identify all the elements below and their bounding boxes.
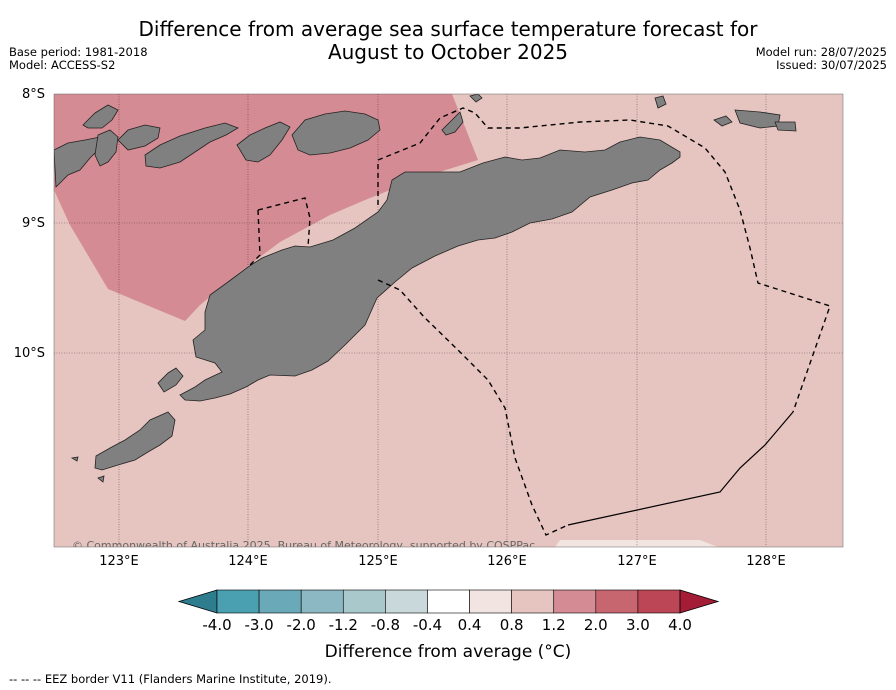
colorbar-segment [427,589,470,614]
lon-label-123e: 123°E [99,554,139,569]
map-title: Difference from average sea surface temp… [0,18,896,64]
small-island-savu-2 [70,456,79,462]
colorbar-segment [300,589,344,614]
pantar-island [94,129,119,167]
small-island-savu [97,475,105,483]
colorbar: -4.0 -3.0 -2.0 -1.2 -0.8 -0.4 0.4 0.8 1.2 2.0 3.0 4… [177,589,720,634]
model-name: Model: ACCESS-S2 [9,58,116,72]
base-period: Base period: 1981-2018 [9,45,148,59]
atauro-speck [469,94,483,103]
colorbar-tick-label: 1.2 [542,616,566,634]
colorbar-segment [342,589,386,614]
colorbar-tick-label: -2.0 [287,616,316,634]
colorbar-segment [595,589,639,614]
wetar-island [291,110,381,156]
colorbar-segment [258,589,302,614]
colorbar-tick-label: -3.0 [244,616,273,634]
issued-date: Issued: 30/07/2025 [776,58,887,72]
latitude-labels: 8°S 9°S 10°S [14,87,45,361]
lon-label-126e: 126°E [487,554,527,569]
eez-legend-note: -- -- -- EEZ border V11 (Flanders Marine… [9,672,332,686]
romang-island [654,95,667,109]
land-masses [54,94,797,483]
neutral-anomaly-zone [555,540,718,547]
savu-island [94,411,176,471]
lon-label-125e: 125°E [358,554,398,569]
copyright-text: © Commonwealth of Australia 2025, Bureau… [72,539,535,552]
eez-borders [249,107,831,536]
colorbar-tick-label: -4.0 [202,616,231,634]
lon-label-124e: 124°E [228,554,268,569]
colorbar-segment [511,589,555,614]
eez-border-solid-south [567,411,794,526]
map-frame [53,93,844,548]
wetar-strip [236,121,291,163]
lon-label-127e: 127°E [617,554,657,569]
lembata-island [117,124,161,151]
adonara-island [144,122,239,169]
colorbar-segment [553,589,597,614]
babar-island [774,121,797,132]
colorbar-segment [637,589,681,614]
colorbar-tick-label: -0.8 [371,616,400,634]
colorbar-extend-high [679,589,720,614]
kisar-island [441,111,464,136]
alor-island-west [54,136,101,188]
eez-border-enclave-2 [249,209,261,266]
eez-border-enclave [257,197,311,248]
colorbar-tick-label: 4.0 [668,616,692,634]
lat-label-9s: 9°S [22,216,45,231]
colorbar-segment [216,589,260,614]
title-line-1: Difference from average sea surface temp… [138,17,758,41]
gridlines [54,94,843,547]
eez-border-south [377,279,569,536]
colorbar-label: Difference from average (°C) [324,642,572,662]
colorbar-tick-label: -0.4 [413,616,442,634]
map-panel: © Commonwealth of Australia 2025, Bureau… [54,94,843,552]
colorbar-segment [469,589,512,614]
colorbar-tick-label: 0.8 [500,616,524,634]
lat-label-8s: 8°S [22,87,45,102]
alor-island-small [82,104,119,129]
colorbar-tick-label: -1.2 [329,616,358,634]
timor-island [179,136,681,402]
meta-left: Base period: 1981-2018 Model: ACCESS-S2 [9,46,148,72]
colorbar-tick-label: 3.0 [626,616,650,634]
lat-label-10s: 10°S [14,346,45,361]
colorbar-extend-low [177,589,218,614]
title-line-2: August to October 2025 [327,40,569,64]
colorbar-tick-label: 2.0 [584,616,608,634]
eez-border-north [377,107,831,413]
rote-island [157,367,184,393]
small-island-east [713,115,733,127]
colorbar-segment [385,589,428,614]
colorbar-tick-label: 0.4 [458,616,482,634]
lon-label-128e: 128°E [746,554,786,569]
longitude-labels: 123°E 124°E 125°E 126°E 127°E 128°E [99,554,786,569]
meta-right: Model run: 28/07/2025 Issued: 30/07/2025 [756,46,887,72]
model-run: Model run: 28/07/2025 [755,45,887,59]
